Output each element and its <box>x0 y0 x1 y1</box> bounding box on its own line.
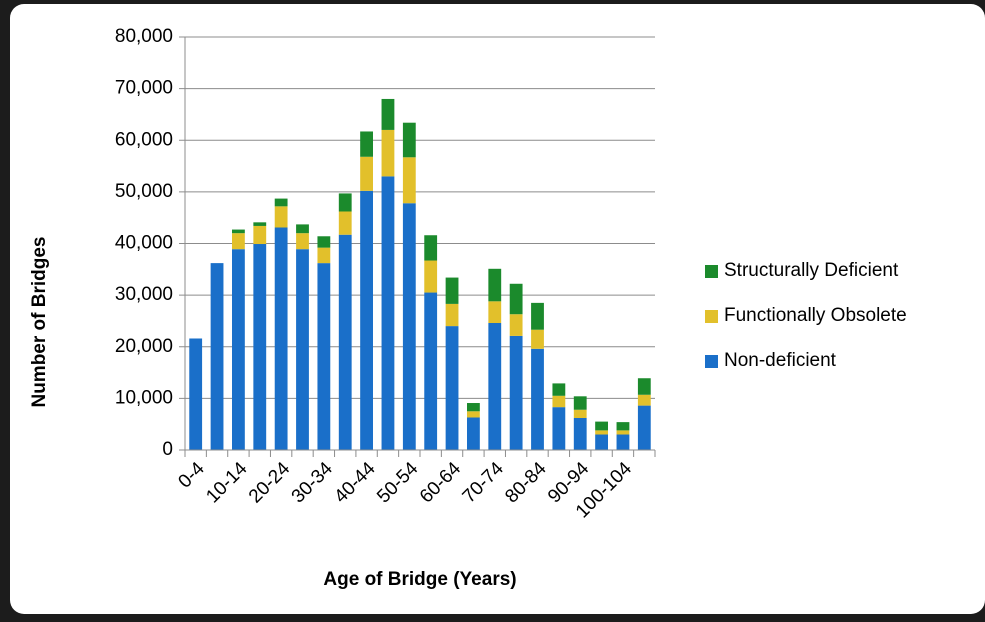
bar-segment <box>573 409 587 418</box>
bar-segment <box>637 405 651 450</box>
legend-label: Structurally Deficient <box>724 260 899 281</box>
bar-segment <box>296 224 309 234</box>
y-tick-label: 60,000 <box>115 129 173 150</box>
bar-segment <box>616 430 630 435</box>
y-tick-label: 0 <box>162 439 173 460</box>
bar-segment <box>274 227 288 450</box>
bar-segment <box>509 283 523 315</box>
bar-segment <box>338 234 352 450</box>
bar-segment <box>232 233 245 250</box>
bar-segment <box>488 301 502 324</box>
y-tick-label: 40,000 <box>115 233 173 254</box>
bar-segment <box>338 211 352 235</box>
bar-segment <box>509 314 523 336</box>
bar-segment <box>210 263 224 450</box>
bar-segment <box>296 233 309 250</box>
bar-segment <box>253 225 267 245</box>
bar-segment <box>338 193 352 212</box>
bar-segment <box>552 407 566 450</box>
bar-segment <box>360 131 373 157</box>
bar-segment <box>616 422 630 431</box>
bar-segment <box>467 403 480 412</box>
bar-segment <box>531 348 544 450</box>
bar-segment <box>467 411 480 418</box>
bar-segment <box>509 335 523 450</box>
bar-segment <box>381 176 395 450</box>
legend-swatch <box>705 355 718 368</box>
bar-segment <box>445 277 459 304</box>
bar-segment <box>552 395 566 408</box>
bar-segment <box>637 378 651 395</box>
bar-segment <box>637 394 651 406</box>
bar-segment <box>232 249 245 450</box>
y-tick-label: 20,000 <box>115 336 173 357</box>
bar-segment <box>317 263 331 450</box>
legend-label: Non-deficient <box>724 350 837 371</box>
bar-segment <box>595 434 608 450</box>
bar-segment <box>445 303 459 327</box>
bar-segment <box>467 417 480 450</box>
bar-segment <box>274 206 288 228</box>
legend-swatch <box>705 265 718 278</box>
legend-label: Functionally Obsolete <box>724 305 907 326</box>
bar-segment <box>402 203 416 450</box>
x-axis-title: Age of Bridge (Years) <box>323 569 516 590</box>
bar-segment <box>274 198 288 207</box>
y-tick-label: 70,000 <box>115 78 173 99</box>
y-tick-label: 80,000 <box>115 26 173 47</box>
bar-segment <box>424 292 438 450</box>
bar-segment <box>402 157 416 204</box>
bar-segment <box>360 190 373 450</box>
y-axis-title: Number of Bridges <box>29 236 50 407</box>
bar-segment <box>531 302 544 330</box>
bar-segment <box>296 249 309 450</box>
bar-segment <box>424 235 438 261</box>
bar-segment <box>402 122 416 158</box>
y-tick-label: 50,000 <box>115 181 173 202</box>
bar-segment <box>253 222 267 226</box>
bar-segment <box>317 236 331 248</box>
bar-segment <box>595 430 608 435</box>
bar-segment <box>317 247 331 264</box>
bar-segment <box>424 260 438 293</box>
bar-segment <box>445 326 459 450</box>
legend-swatch <box>705 310 718 323</box>
bar-segment <box>360 156 373 191</box>
bar-segment <box>253 244 267 450</box>
bar-segment <box>381 129 395 177</box>
bar-segment <box>573 417 587 450</box>
bar-segment <box>552 383 566 396</box>
y-tick-label: 30,000 <box>115 284 173 305</box>
bar-segment <box>189 338 203 450</box>
bar-segment <box>488 268 502 302</box>
bar-segment <box>616 434 630 450</box>
bar-segment <box>488 323 502 450</box>
bar-segment <box>232 229 245 234</box>
bar-segment <box>595 421 608 431</box>
bar-segment <box>381 98 395 130</box>
bar-segment <box>573 396 587 410</box>
y-tick-label: 10,000 <box>115 387 173 408</box>
bar-segment <box>531 329 544 349</box>
